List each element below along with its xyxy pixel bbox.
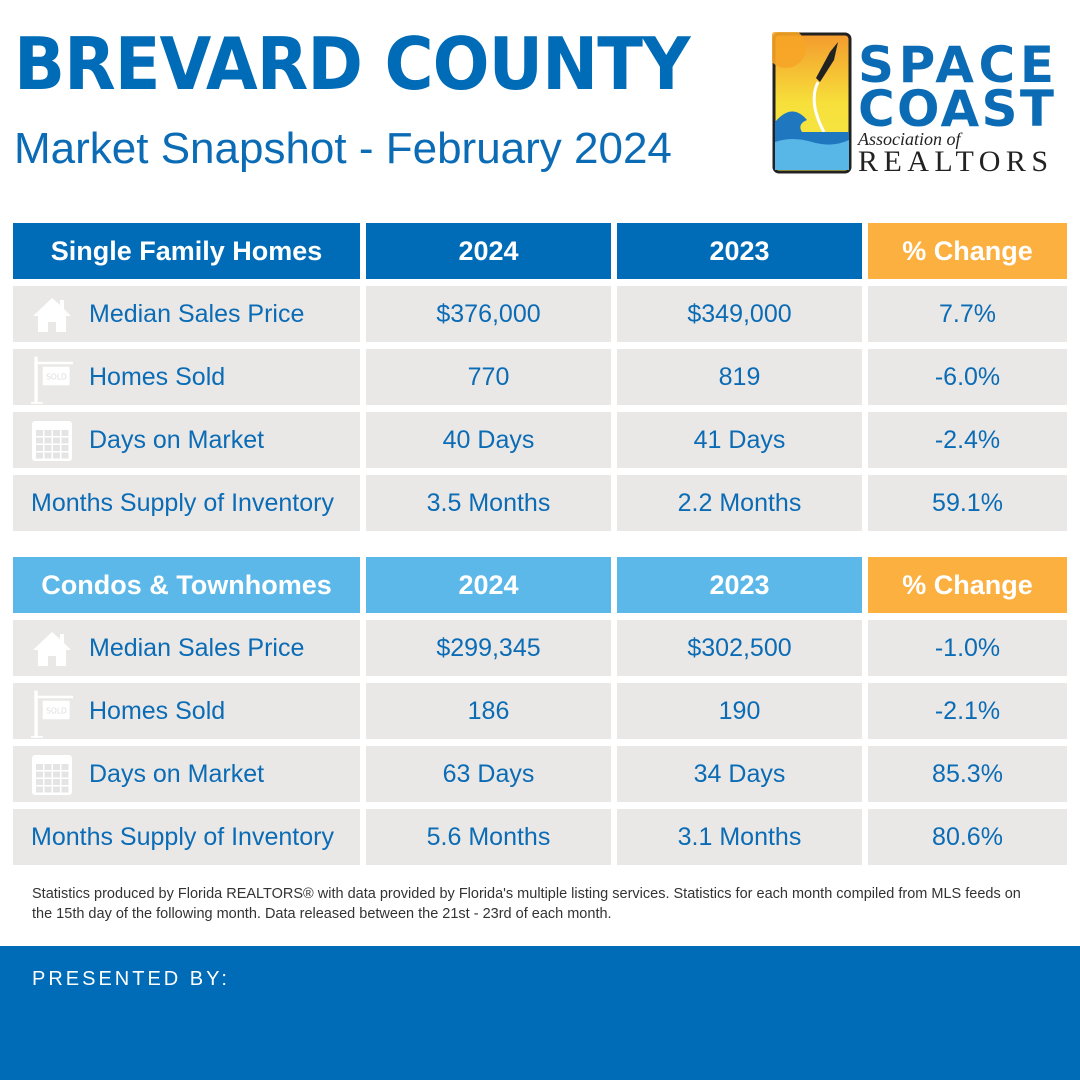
metric-label: Days on Market bbox=[89, 425, 265, 454]
column-header-2024: 2024 bbox=[366, 223, 611, 279]
percent-change: -2.1% bbox=[868, 683, 1067, 739]
table-row: Median Sales Price $376,000 $349,000 7.7… bbox=[13, 286, 1067, 342]
percent-change: 7.7% bbox=[868, 286, 1067, 342]
value-2023: 819 bbox=[617, 349, 862, 405]
column-header-2024: 2024 bbox=[366, 557, 611, 613]
percent-change: -6.0% bbox=[868, 349, 1067, 405]
column-header-change: % Change bbox=[868, 557, 1067, 613]
svg-text:SOLD: SOLD bbox=[46, 372, 67, 381]
value-2024: $376,000 bbox=[366, 286, 611, 342]
page-title: BREVARD COUNTY bbox=[14, 22, 690, 106]
value-2023: $302,500 bbox=[617, 620, 862, 676]
house-icon bbox=[31, 292, 73, 336]
percent-change: -2.4% bbox=[868, 412, 1067, 468]
value-2023: 41 Days bbox=[617, 412, 862, 468]
metric-label-cell: Median Sales Price bbox=[13, 286, 360, 342]
value-2024: $299,345 bbox=[366, 620, 611, 676]
table-row: Median Sales Price $299,345 $302,500 -1.… bbox=[13, 620, 1067, 676]
svg-text:Association of: Association of bbox=[857, 129, 963, 149]
table-row: Days on Market 63 Days 34 Days 85.3% bbox=[13, 746, 1067, 802]
table-row: Days on Market 40 Days 41 Days -2.4% bbox=[13, 412, 1067, 468]
svg-text:SPACE: SPACE bbox=[858, 36, 1054, 94]
percent-change: 80.6% bbox=[868, 809, 1067, 865]
column-header-2023: 2023 bbox=[617, 223, 862, 279]
calendar-icon bbox=[31, 418, 73, 462]
house-icon bbox=[31, 626, 73, 670]
metric-label: Median Sales Price bbox=[89, 299, 305, 328]
metric-label: Median Sales Price bbox=[89, 633, 305, 662]
value-2024: 63 Days bbox=[366, 746, 611, 802]
page-subtitle: Market Snapshot - February 2024 bbox=[14, 124, 672, 173]
svg-text:COAST: COAST bbox=[858, 80, 1054, 138]
table-row: Months Supply of Inventory 5.6 Months 3.… bbox=[13, 809, 1067, 865]
section-title: Single Family Homes bbox=[13, 223, 360, 279]
presented-by-footer: PRESENTED BY: bbox=[0, 946, 1080, 1080]
calendar-icon bbox=[31, 752, 73, 796]
table-header: Single Family Homes 2024 2023 % Change bbox=[13, 223, 1067, 279]
percent-change: 59.1% bbox=[868, 475, 1067, 531]
value-2023: $349,000 bbox=[617, 286, 862, 342]
metric-label-cell: Median Sales Price bbox=[13, 620, 360, 676]
value-2024: 770 bbox=[366, 349, 611, 405]
value-2024: 5.6 Months bbox=[366, 809, 611, 865]
space-coast-realtors-logo: SPACE COAST Association of REALTORS bbox=[772, 32, 1054, 174]
svg-text:REALTORS: REALTORS bbox=[858, 145, 1048, 174]
metric-label-cell: Days on Market bbox=[13, 412, 360, 468]
metric-label: Homes Sold bbox=[89, 362, 226, 391]
value-2024: 40 Days bbox=[366, 412, 611, 468]
column-header-2023: 2023 bbox=[617, 557, 862, 613]
value-2023: 2.2 Months bbox=[617, 475, 862, 531]
metric-label: Months Supply of Inventory bbox=[31, 822, 334, 851]
metric-label-cell: SOLD Homes Sold bbox=[13, 683, 360, 739]
presented-by-label: PRESENTED BY: bbox=[32, 968, 230, 990]
metric-label-cell: Days on Market bbox=[13, 746, 360, 802]
sold-sign-icon: SOLD bbox=[31, 355, 73, 404]
metric-label-cell: Months Supply of Inventory bbox=[13, 475, 360, 531]
table-header: Condos & Townhomes 2024 2023 % Change bbox=[13, 557, 1067, 613]
condos-townhomes-table: Condos & Townhomes 2024 2023 % Change Me… bbox=[13, 557, 1067, 872]
footnote: Statistics produced by Florida REALTORS®… bbox=[32, 886, 1021, 922]
metric-label-cell: SOLD Homes Sold bbox=[13, 349, 360, 405]
sold-sign-icon: SOLD bbox=[31, 689, 73, 738]
value-2024: 186 bbox=[366, 683, 611, 739]
percent-change: -1.0% bbox=[868, 620, 1067, 676]
percent-change: 85.3% bbox=[868, 746, 1067, 802]
value-2023: 3.1 Months bbox=[617, 809, 862, 865]
section-title: Condos & Townhomes bbox=[13, 557, 360, 613]
value-2023: 34 Days bbox=[617, 746, 862, 802]
table-row: Months Supply of Inventory 3.5 Months 2.… bbox=[13, 475, 1067, 531]
column-header-change: % Change bbox=[868, 223, 1067, 279]
svg-text:SOLD: SOLD bbox=[46, 706, 67, 715]
metric-label-cell: Months Supply of Inventory bbox=[13, 809, 360, 865]
value-2024: 3.5 Months bbox=[366, 475, 611, 531]
value-2023: 190 bbox=[617, 683, 862, 739]
metric-label: Homes Sold bbox=[89, 696, 226, 725]
table-row: SOLD Homes Sold 770 819 -6.0% bbox=[13, 349, 1067, 405]
metric-label: Months Supply of Inventory bbox=[31, 488, 334, 517]
single-family-homes-table: Single Family Homes 2024 2023 % Change M… bbox=[13, 223, 1067, 538]
table-row: SOLD Homes Sold 186 190 -2.1% bbox=[13, 683, 1067, 739]
metric-label: Days on Market bbox=[89, 759, 265, 788]
